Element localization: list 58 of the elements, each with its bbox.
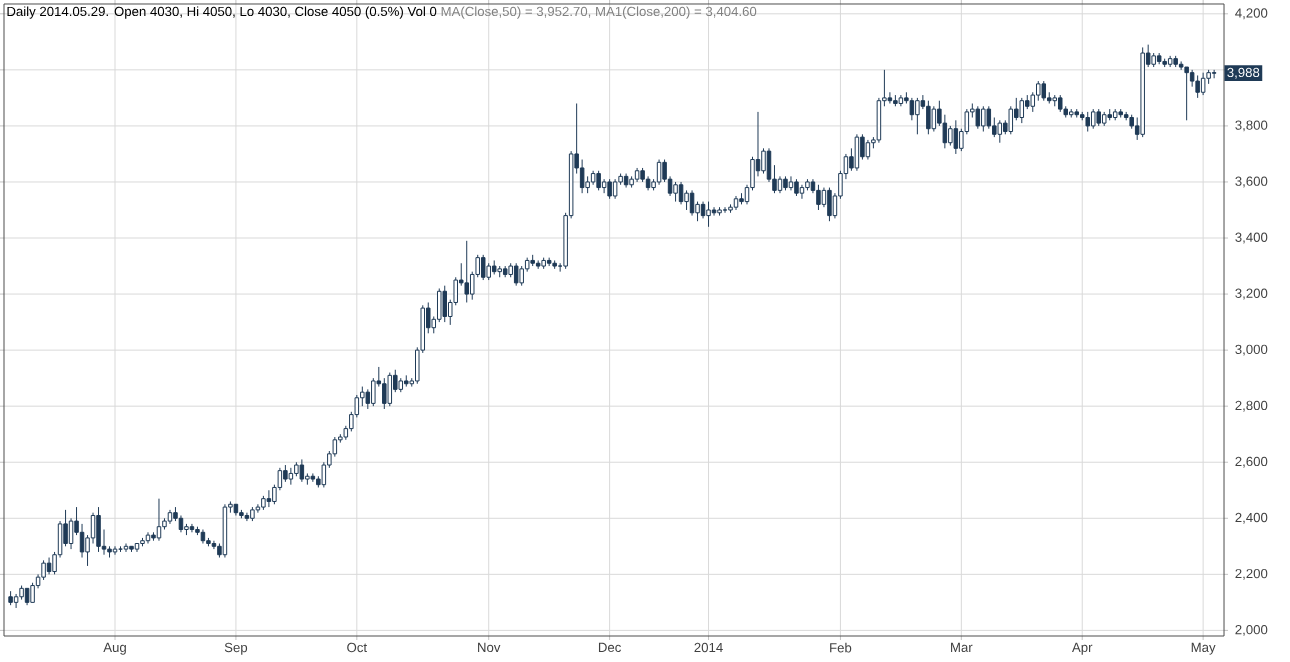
candlestick [607, 178, 612, 200]
candlestick [112, 545, 118, 556]
candlestick [931, 105, 937, 133]
candlestick [156, 498, 162, 542]
candlestick [706, 201, 711, 228]
candlestick [722, 206, 728, 214]
candlestick [513, 262, 519, 287]
candlestick [799, 184, 805, 200]
candlestick [915, 97, 920, 135]
candlestick [684, 189, 689, 211]
candlestick [953, 119, 959, 155]
candlestick [926, 100, 931, 135]
candlestick [1184, 66, 1189, 121]
candlestick [299, 458, 305, 483]
candlestick [948, 125, 953, 147]
candlestick [13, 593, 19, 609]
candlestick [288, 467, 294, 486]
candlestick [854, 133, 860, 172]
candlestick [145, 531, 151, 545]
candlestick [909, 97, 915, 121]
candlestick [365, 388, 371, 410]
candlestick [821, 187, 827, 208]
candlestick [1019, 97, 1025, 124]
candlestick [678, 181, 684, 205]
candlestick [1008, 105, 1014, 135]
candlestick [464, 240, 469, 303]
candlestick [30, 582, 35, 603]
candlestick [981, 105, 986, 133]
candlestick [1195, 74, 1200, 99]
candlestick [887, 91, 893, 104]
candlestick [519, 265, 524, 287]
candlestick [255, 503, 261, 514]
candlestick [673, 181, 678, 203]
candlestick [816, 184, 821, 211]
candlestick [596, 170, 601, 191]
candlestick [1200, 72, 1206, 96]
candlestick [656, 159, 662, 186]
candlestick [480, 254, 486, 281]
candlestick [1041, 80, 1047, 102]
candlestick [1085, 111, 1090, 133]
candlestick [63, 509, 68, 547]
candlestick [442, 285, 447, 323]
candlestick [986, 105, 992, 130]
candlestick [788, 175, 794, 191]
candlestick [123, 543, 129, 553]
candlestick [997, 119, 1003, 144]
candlestick [96, 506, 101, 553]
candlestick [612, 178, 618, 200]
candlestick [601, 178, 607, 194]
candlestick [865, 139, 871, 161]
candlestick [41, 559, 46, 581]
candlestick [1090, 108, 1096, 130]
candlestick [975, 105, 981, 130]
candlestick [827, 187, 832, 222]
candlestick [860, 133, 865, 161]
candlestick [387, 372, 393, 407]
candlestick [695, 201, 700, 222]
candlestick [266, 489, 272, 508]
